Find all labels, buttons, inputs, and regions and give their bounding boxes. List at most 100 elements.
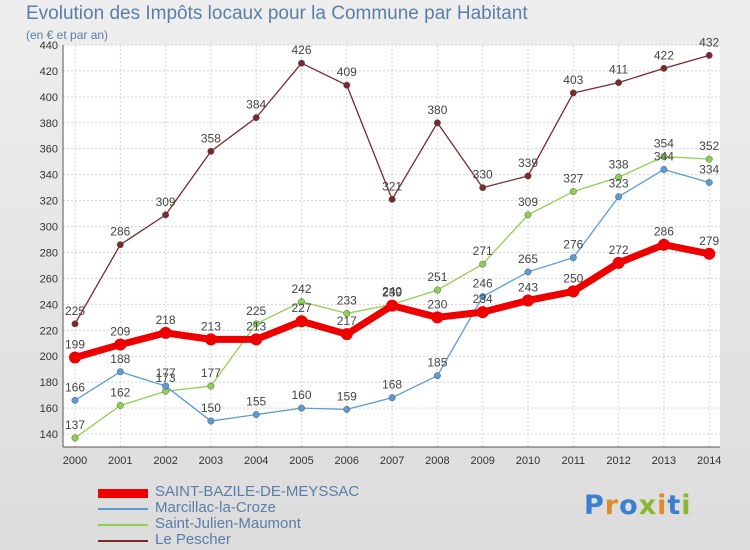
data-label: 426 bbox=[291, 43, 311, 57]
x-tick-label: 2010 bbox=[516, 455, 540, 467]
y-tick-label: 280 bbox=[40, 247, 58, 259]
data-point bbox=[569, 254, 577, 262]
data-point bbox=[433, 119, 441, 127]
data-label: 162 bbox=[110, 386, 130, 400]
plot-area bbox=[63, 45, 720, 447]
data-point bbox=[703, 247, 716, 260]
data-label: 327 bbox=[563, 172, 583, 186]
data-point bbox=[252, 114, 260, 122]
data-label: 213 bbox=[201, 319, 221, 333]
data-point bbox=[298, 404, 305, 412]
chart-title: Evolution des Impôts locaux pour la Comm… bbox=[26, 3, 528, 24]
chart-subtitle: (en € et par an) bbox=[26, 28, 109, 42]
legend-item: Saint-Julien-Maumont bbox=[98, 516, 428, 533]
data-point bbox=[615, 193, 623, 201]
data-point bbox=[116, 368, 124, 376]
data-point bbox=[343, 405, 351, 413]
data-point bbox=[207, 417, 215, 425]
logo-letter: x bbox=[638, 490, 658, 521]
data-point bbox=[524, 268, 532, 276]
data-point bbox=[162, 382, 170, 390]
data-label: 422 bbox=[654, 48, 674, 62]
data-point bbox=[298, 59, 305, 67]
data-label: 230 bbox=[427, 297, 447, 311]
data-label: 177 bbox=[201, 366, 221, 380]
y-tick-label: 360 bbox=[40, 144, 58, 156]
data-label: 251 bbox=[427, 270, 447, 284]
data-point bbox=[116, 241, 124, 249]
data-point bbox=[657, 238, 670, 251]
data-point bbox=[431, 311, 444, 324]
data-label: 242 bbox=[291, 282, 311, 296]
data-label: 185 bbox=[427, 356, 447, 370]
data-label: 166 bbox=[65, 380, 85, 394]
data-point bbox=[162, 211, 170, 219]
data-label: 233 bbox=[337, 293, 357, 307]
data-label: 380 bbox=[427, 103, 447, 117]
data-label: 177 bbox=[156, 366, 176, 380]
data-label: 352 bbox=[699, 139, 719, 153]
data-point bbox=[615, 173, 623, 181]
legend-label: Marcillac-la-Croze bbox=[155, 499, 276, 516]
data-label: 286 bbox=[110, 225, 130, 239]
data-label: 250 bbox=[563, 271, 583, 285]
data-label: 272 bbox=[609, 243, 629, 257]
logo-letter: t bbox=[667, 490, 682, 521]
data-label: 225 bbox=[246, 304, 266, 318]
y-tick-label: 380 bbox=[40, 118, 58, 130]
data-label: 323 bbox=[609, 177, 629, 191]
y-tick-label: 160 bbox=[40, 403, 58, 415]
y-tick-label: 140 bbox=[40, 429, 58, 441]
data-point bbox=[250, 333, 263, 346]
data-point bbox=[343, 309, 351, 317]
data-point bbox=[612, 256, 625, 269]
data-label: 309 bbox=[156, 195, 176, 209]
y-tick-label: 260 bbox=[40, 273, 58, 285]
data-point bbox=[159, 326, 172, 339]
data-point bbox=[207, 382, 215, 390]
data-point bbox=[479, 184, 487, 192]
logo-letter: o bbox=[619, 490, 639, 521]
logo-letter: i bbox=[657, 490, 668, 521]
data-point bbox=[705, 155, 713, 163]
data-point bbox=[522, 294, 534, 307]
x-tick-label: 2001 bbox=[108, 455, 132, 467]
legend-swatch bbox=[98, 508, 148, 510]
data-point bbox=[295, 315, 308, 328]
data-point bbox=[207, 147, 215, 155]
y-tick-label: 200 bbox=[40, 351, 58, 363]
legend-item: Le Pescher bbox=[98, 532, 428, 549]
legend: SAINT-BAZILE-DE-MEYSSAC Marcillac-la-Croz… bbox=[98, 483, 428, 549]
data-label: 209 bbox=[110, 325, 130, 339]
data-label: 225 bbox=[65, 304, 85, 318]
x-tick-label: 2000 bbox=[63, 455, 87, 467]
data-point bbox=[615, 79, 623, 87]
data-point bbox=[433, 372, 441, 380]
data-label: 246 bbox=[473, 277, 493, 291]
x-tick-label: 2008 bbox=[425, 455, 449, 467]
x-tick-label: 2003 bbox=[199, 455, 223, 467]
data-label: 137 bbox=[65, 418, 85, 432]
data-point bbox=[71, 320, 79, 328]
data-point bbox=[479, 293, 487, 301]
data-label: 358 bbox=[201, 131, 221, 145]
data-label: 155 bbox=[246, 395, 266, 409]
data-label: 239 bbox=[382, 286, 402, 300]
x-tick-label: 2012 bbox=[606, 455, 630, 467]
data-label: 321 bbox=[382, 179, 402, 193]
data-point bbox=[204, 333, 217, 346]
x-tick-label: 2006 bbox=[335, 455, 359, 467]
data-label: 243 bbox=[518, 280, 538, 294]
data-point bbox=[479, 260, 487, 268]
x-tick-label: 2014 bbox=[697, 455, 721, 467]
data-point bbox=[569, 188, 577, 195]
data-label: 217 bbox=[337, 314, 357, 328]
data-point bbox=[343, 81, 351, 89]
data-label: 384 bbox=[246, 98, 266, 112]
y-tick-label: 220 bbox=[40, 325, 58, 337]
data-label: 227 bbox=[291, 301, 311, 315]
data-label: 271 bbox=[473, 244, 493, 258]
data-point bbox=[114, 338, 127, 351]
data-point bbox=[660, 153, 668, 160]
legend-label: SAINT-BAZILE-DE-MEYSSAC bbox=[155, 483, 360, 500]
